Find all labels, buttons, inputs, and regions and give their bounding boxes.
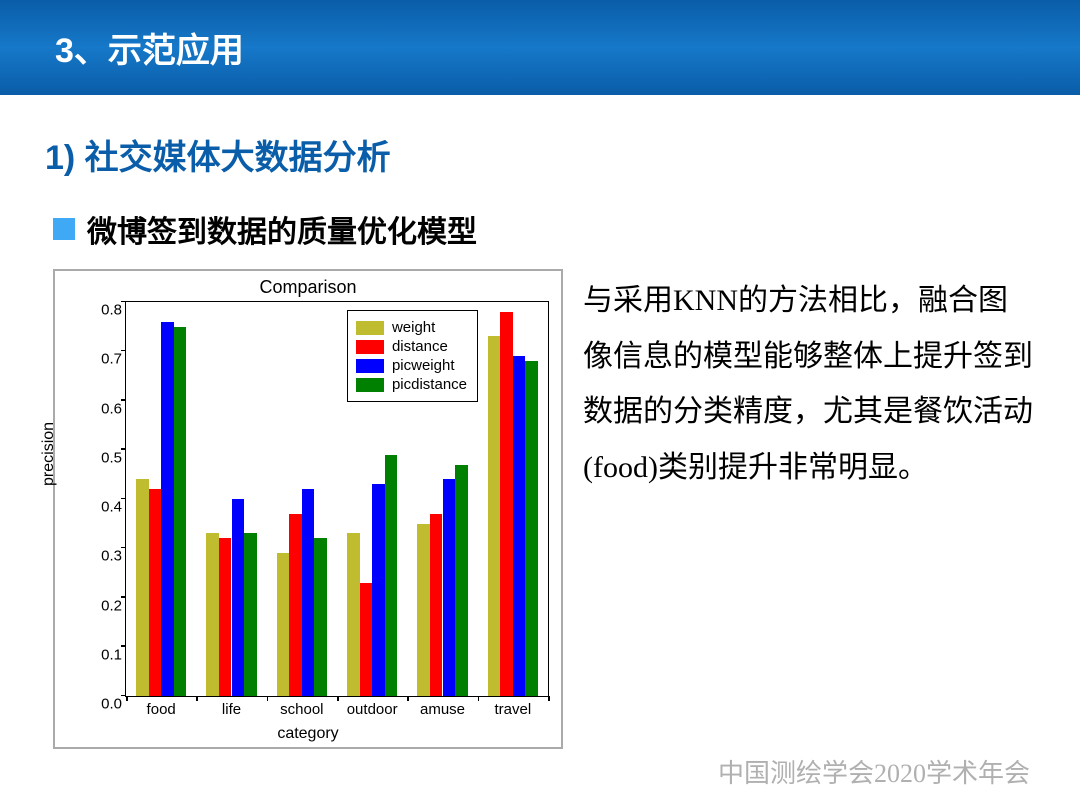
bullet-row: 微博签到数据的质量优化模型 [45,207,1035,251]
xtick-label: outdoor [347,701,398,718]
ytick-mark [121,399,126,401]
description-text: 与采用KNN的方法相比，融合图像信息的模型能够整体上提升签到数据的分类精度，尤其… [583,269,1035,495]
chart-ylabel: precision [40,422,58,486]
bar [360,583,373,696]
header-title: 3、示范应用 [55,23,244,72]
bar [525,361,538,696]
plot-area: weightdistancepicweightpicdistance 0.00.… [125,301,549,697]
bar [314,538,327,696]
comparison-chart: Comparison precision category weightdist… [53,269,563,749]
footer-text: 中国测绘学会2020学术年会 [718,753,1030,790]
ytick-mark [121,645,126,647]
bar [244,533,257,696]
ytick-label: 0.7 [84,351,122,368]
bar [149,489,162,696]
xtick-mark [548,696,550,701]
ytick-label: 0.6 [84,400,122,417]
legend-swatch [356,378,384,392]
xtick-mark [337,696,339,701]
ytick-mark [121,301,126,303]
bar [513,356,526,696]
legend-row: picdistance [356,376,467,393]
bar [219,538,232,696]
bar [289,514,302,696]
bar [488,336,501,696]
main-row: Comparison precision category weightdist… [45,269,1035,749]
ytick-mark [121,448,126,450]
legend-row: distance [356,338,467,355]
bar [500,312,513,696]
xtick-mark [407,696,409,701]
xtick-mark [267,696,269,701]
header-bar: 3、示范应用 [0,0,1080,95]
ytick-label: 0.4 [84,499,122,516]
ytick-label: 0.2 [84,597,122,614]
bar [455,465,468,696]
ytick-mark [121,350,126,352]
bar [443,479,456,696]
ytick-label: 0.0 [84,696,122,713]
ytick-label: 0.8 [84,302,122,319]
bullet-square-icon [53,218,75,240]
chart-legend: weight distance picweight picdistance [347,310,478,402]
bullet-text: 微博签到数据的质量优化模型 [87,207,477,251]
chart-title: Comparison [55,277,561,298]
bar [136,479,149,696]
ytick-label: 0.5 [84,449,122,466]
bar [302,489,315,696]
bar [232,499,245,696]
bar [174,327,187,696]
xtick-mark [126,696,128,701]
legend-label: weight [392,319,435,336]
ytick-label: 0.3 [84,548,122,565]
bar [206,533,219,696]
legend-label: picweight [392,357,455,374]
bar [385,455,398,696]
bar [372,484,385,696]
legend-label: picdistance [392,376,467,393]
xtick-mark [478,696,480,701]
legend-swatch [356,359,384,373]
content-area: 1) 社交媒体大数据分析 微博签到数据的质量优化模型 Comparison pr… [0,95,1080,749]
bar [161,322,174,696]
legend-swatch [356,340,384,354]
chart-xlabel: category [55,725,561,743]
xtick-label: food [147,701,176,718]
ytick-mark [121,498,126,500]
section-subtitle: 1) 社交媒体大数据分析 [45,130,1035,179]
ytick-mark [121,547,126,549]
ytick-label: 0.1 [84,646,122,663]
xtick-mark [196,696,198,701]
bar [417,524,430,696]
xtick-label: life [222,701,241,718]
ytick-mark [121,596,126,598]
xtick-label: amuse [420,701,465,718]
xtick-label: school [280,701,323,718]
bar [430,514,443,696]
xtick-label: travel [494,701,531,718]
legend-row: weight [356,319,467,336]
bar [277,553,290,696]
legend-row: picweight [356,357,467,374]
legend-label: distance [392,338,448,355]
legend-swatch [356,321,384,335]
bar [347,533,360,696]
